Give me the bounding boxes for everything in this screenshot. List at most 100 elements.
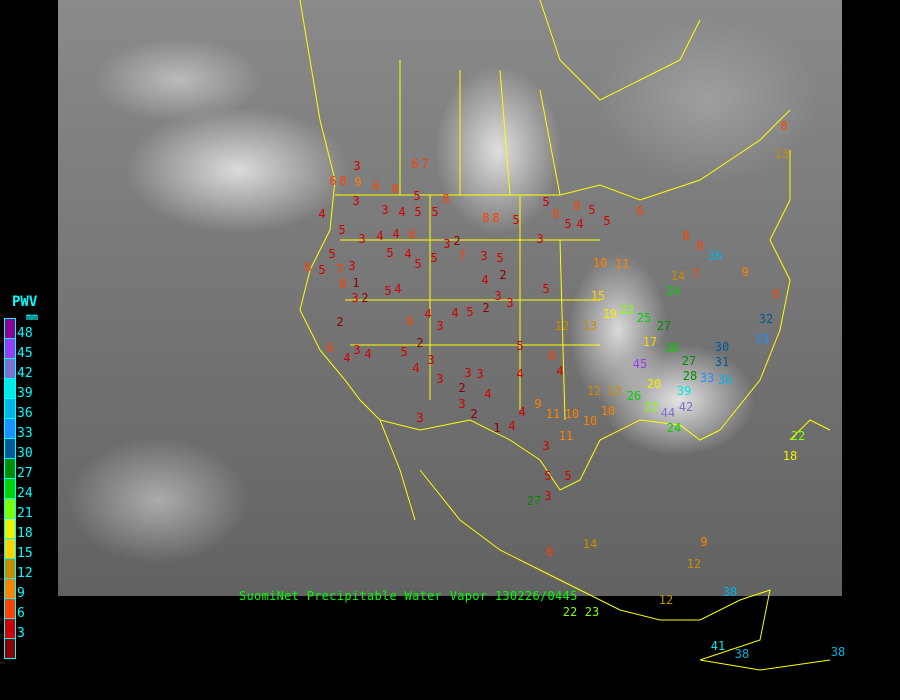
legend-tick: 30 bbox=[17, 446, 33, 461]
station-pwv-value: 18 bbox=[783, 449, 797, 463]
border-line bbox=[539, 0, 701, 101]
legend-tick: 48 bbox=[17, 326, 33, 341]
station-pwv-value: 10 bbox=[583, 414, 597, 428]
legend-tick: 6 bbox=[17, 606, 25, 621]
station-pwv-value: 5 bbox=[414, 205, 421, 219]
station-pwv-value: 3 bbox=[352, 194, 359, 208]
station-pwv-value: 26 bbox=[665, 341, 679, 355]
station-pwv-value: 25 bbox=[637, 311, 651, 325]
station-pwv-value: 4 bbox=[398, 205, 405, 219]
station-pwv-value: 4 bbox=[518, 405, 525, 419]
station-pwv-value: 32 bbox=[759, 312, 773, 326]
station-pwv-value: 2 bbox=[336, 315, 343, 329]
station-pwv-value: 7 bbox=[692, 267, 699, 281]
station-pwv-value: 6 bbox=[304, 260, 311, 274]
station-pwv-value: 3 bbox=[353, 159, 360, 173]
station-pwv-value: 22 bbox=[620, 303, 634, 317]
station-pwv-value: 4 bbox=[392, 227, 399, 241]
station-pwv-value: 3 bbox=[506, 296, 513, 310]
station-pwv-value: 5 bbox=[496, 251, 503, 265]
legend-tick: 24 bbox=[17, 486, 33, 501]
station-pwv-value: 36 bbox=[718, 373, 732, 387]
station-pwv-value: 3 bbox=[443, 237, 450, 251]
legend-tick: 27 bbox=[17, 466, 33, 481]
station-pwv-value: 8 bbox=[573, 199, 580, 213]
station-pwv-value: 20 bbox=[647, 377, 661, 391]
station-pwv-value: 7 bbox=[336, 262, 343, 276]
station-pwv-value: 12 bbox=[659, 593, 673, 607]
station-pwv-value: 3 bbox=[542, 439, 549, 453]
station-pwv-value: 6 bbox=[636, 204, 643, 218]
station-pwv-value: 4 bbox=[404, 247, 411, 261]
station-pwv-value: 13 bbox=[775, 147, 789, 161]
station-pwv-value: 4 bbox=[318, 207, 325, 221]
station-pwv-value: 5 bbox=[603, 214, 610, 228]
legend-tick: 42 bbox=[17, 366, 33, 381]
station-pwv-value: 5 bbox=[564, 469, 571, 483]
station-pwv-value: 5 bbox=[413, 189, 420, 203]
station-pwv-value: 36 bbox=[708, 249, 722, 263]
border-line bbox=[335, 109, 791, 201]
station-pwv-value: 13 bbox=[607, 384, 621, 398]
station-pwv-value: 5 bbox=[564, 217, 571, 231]
station-pwv-value: 38 bbox=[831, 645, 845, 659]
station-pwv-value: 6 bbox=[772, 287, 779, 301]
station-pwv-value: 8 bbox=[482, 211, 489, 225]
legend-tick: 12 bbox=[17, 566, 33, 581]
station-pwv-value: 5 bbox=[544, 469, 551, 483]
station-pwv-value: 5 bbox=[414, 257, 421, 271]
legend-swatch bbox=[5, 499, 15, 519]
station-pwv-value: 4 bbox=[508, 419, 515, 433]
station-pwv-value: 3 bbox=[436, 319, 443, 333]
station-pwv-value: 41 bbox=[711, 639, 725, 653]
legend-color-bar bbox=[4, 318, 16, 659]
station-pwv-value: 3 bbox=[476, 367, 483, 381]
station-pwv-value: 27 bbox=[657, 319, 671, 333]
station-pwv-value: 2 bbox=[416, 336, 423, 350]
station-pwv-value: 2 bbox=[499, 268, 506, 282]
station-pwv-value: 8 bbox=[780, 119, 787, 133]
legend-swatch bbox=[5, 319, 15, 339]
station-pwv-value: 5 bbox=[386, 246, 393, 260]
station-pwv-value: 5 bbox=[338, 223, 345, 237]
legend-tick: 18 bbox=[17, 526, 33, 541]
station-pwv-value: 11 bbox=[559, 429, 573, 443]
station-pwv-value: 3 bbox=[348, 259, 355, 273]
legend-swatch bbox=[5, 459, 15, 479]
station-pwv-value: 9 bbox=[354, 175, 361, 189]
station-pwv-value: 5 bbox=[431, 205, 438, 219]
station-pwv-value: 6 bbox=[372, 179, 379, 193]
station-pwv-value: 3 bbox=[464, 366, 471, 380]
station-pwv-value: 3 bbox=[436, 372, 443, 386]
legend-swatch bbox=[5, 479, 15, 499]
station-pwv-value: 33 bbox=[755, 332, 769, 346]
station-pwv-value: 23 bbox=[585, 605, 599, 619]
station-pwv-value: 4 bbox=[412, 361, 419, 375]
legend-tick: 3 bbox=[17, 626, 25, 641]
legend-swatch bbox=[5, 359, 15, 379]
station-pwv-value: 3 bbox=[536, 232, 543, 246]
station-pwv-value: 33 bbox=[700, 371, 714, 385]
station-pwv-value: 5 bbox=[588, 203, 595, 217]
station-pwv-value: 2 bbox=[470, 407, 477, 421]
border-line bbox=[299, 0, 416, 521]
border-line bbox=[419, 469, 831, 671]
station-pwv-value: 17 bbox=[643, 335, 657, 349]
station-pwv-value: 9 bbox=[741, 265, 748, 279]
station-pwv-value: 5 bbox=[542, 282, 549, 296]
station-pwv-value: 3 bbox=[353, 343, 360, 357]
station-pwv-value: 6 bbox=[552, 207, 559, 221]
station-pwv-value: 19 bbox=[603, 307, 617, 321]
legend-swatch bbox=[5, 399, 15, 419]
station-pwv-value: 3 bbox=[544, 489, 551, 503]
station-pwv-value: 5 bbox=[516, 339, 523, 353]
state-borders bbox=[299, 0, 831, 671]
station-pwv-value: 2 bbox=[453, 234, 460, 248]
station-pwv-value: 2 bbox=[361, 291, 368, 305]
station-pwv-value: 13 bbox=[583, 319, 597, 333]
station-pwv-value: 3 bbox=[351, 291, 358, 305]
station-pwv-value: 26 bbox=[627, 389, 641, 403]
station-pwv-value: 4 bbox=[364, 347, 371, 361]
station-pwv-value: 3 bbox=[381, 203, 388, 217]
